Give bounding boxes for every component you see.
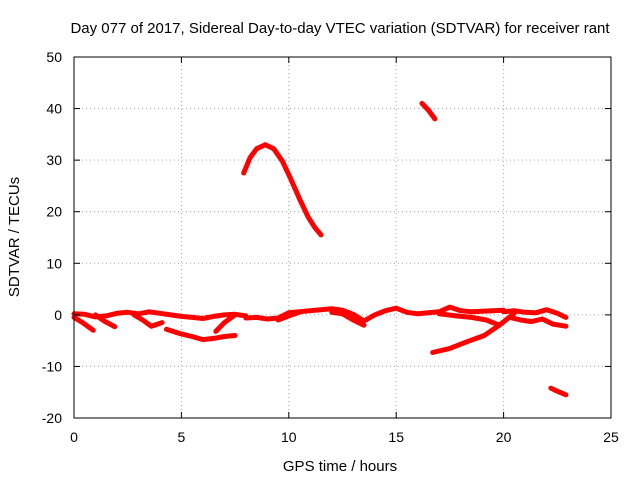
series-arc-2	[71, 314, 96, 333]
series-arc-16	[548, 385, 569, 398]
series-arc-12	[430, 310, 517, 355]
series-arc-3	[93, 312, 118, 330]
series-arc-7	[243, 304, 507, 324]
x-tick-label: 5	[178, 429, 186, 445]
y-tick-labels: -20 -10 0 10 20 30 40 50	[42, 49, 62, 426]
axis-ticks	[73, 56, 612, 419]
x-axis-label: GPS time / hours	[283, 458, 397, 475]
x-tick-label: 25	[603, 429, 619, 445]
series-arc-14	[501, 307, 569, 320]
y-tick-label: 40	[46, 101, 62, 117]
series-arc-10	[241, 142, 324, 238]
series-arc-15	[507, 314, 569, 329]
grid-lines	[74, 57, 611, 418]
series-arc-4	[131, 312, 165, 329]
y-tick-label: 10	[46, 255, 62, 271]
y-tick-label: -20	[42, 410, 62, 426]
series-arc-8	[275, 309, 302, 323]
y-axis-label: SDTVAR / TECUs	[6, 177, 23, 297]
y-tick-label: 30	[46, 152, 62, 168]
series-arc-5	[163, 326, 238, 343]
data-series	[71, 100, 569, 398]
series-arc-11	[419, 100, 438, 122]
plot-frame	[73, 56, 612, 419]
y-tick-label: 50	[46, 49, 62, 65]
series-arc-13	[436, 311, 502, 328]
series-arc-1	[71, 309, 249, 321]
x-tick-labels: 0 5 10 15 20 25	[70, 429, 619, 445]
y-tick-label: 20	[46, 204, 62, 220]
x-tick-label: 10	[281, 429, 297, 445]
y-tick-label: 0	[54, 307, 62, 323]
series-arc-9	[329, 309, 367, 328]
series-arc-6	[213, 312, 238, 334]
x-tick-label: 20	[496, 429, 512, 445]
chart-title: Day 077 of 2017, Sidereal Day-to-day VTE…	[70, 20, 610, 37]
x-tick-label: 15	[388, 429, 404, 445]
y-tick-label: -10	[42, 358, 62, 374]
x-tick-label: 0	[70, 429, 78, 445]
